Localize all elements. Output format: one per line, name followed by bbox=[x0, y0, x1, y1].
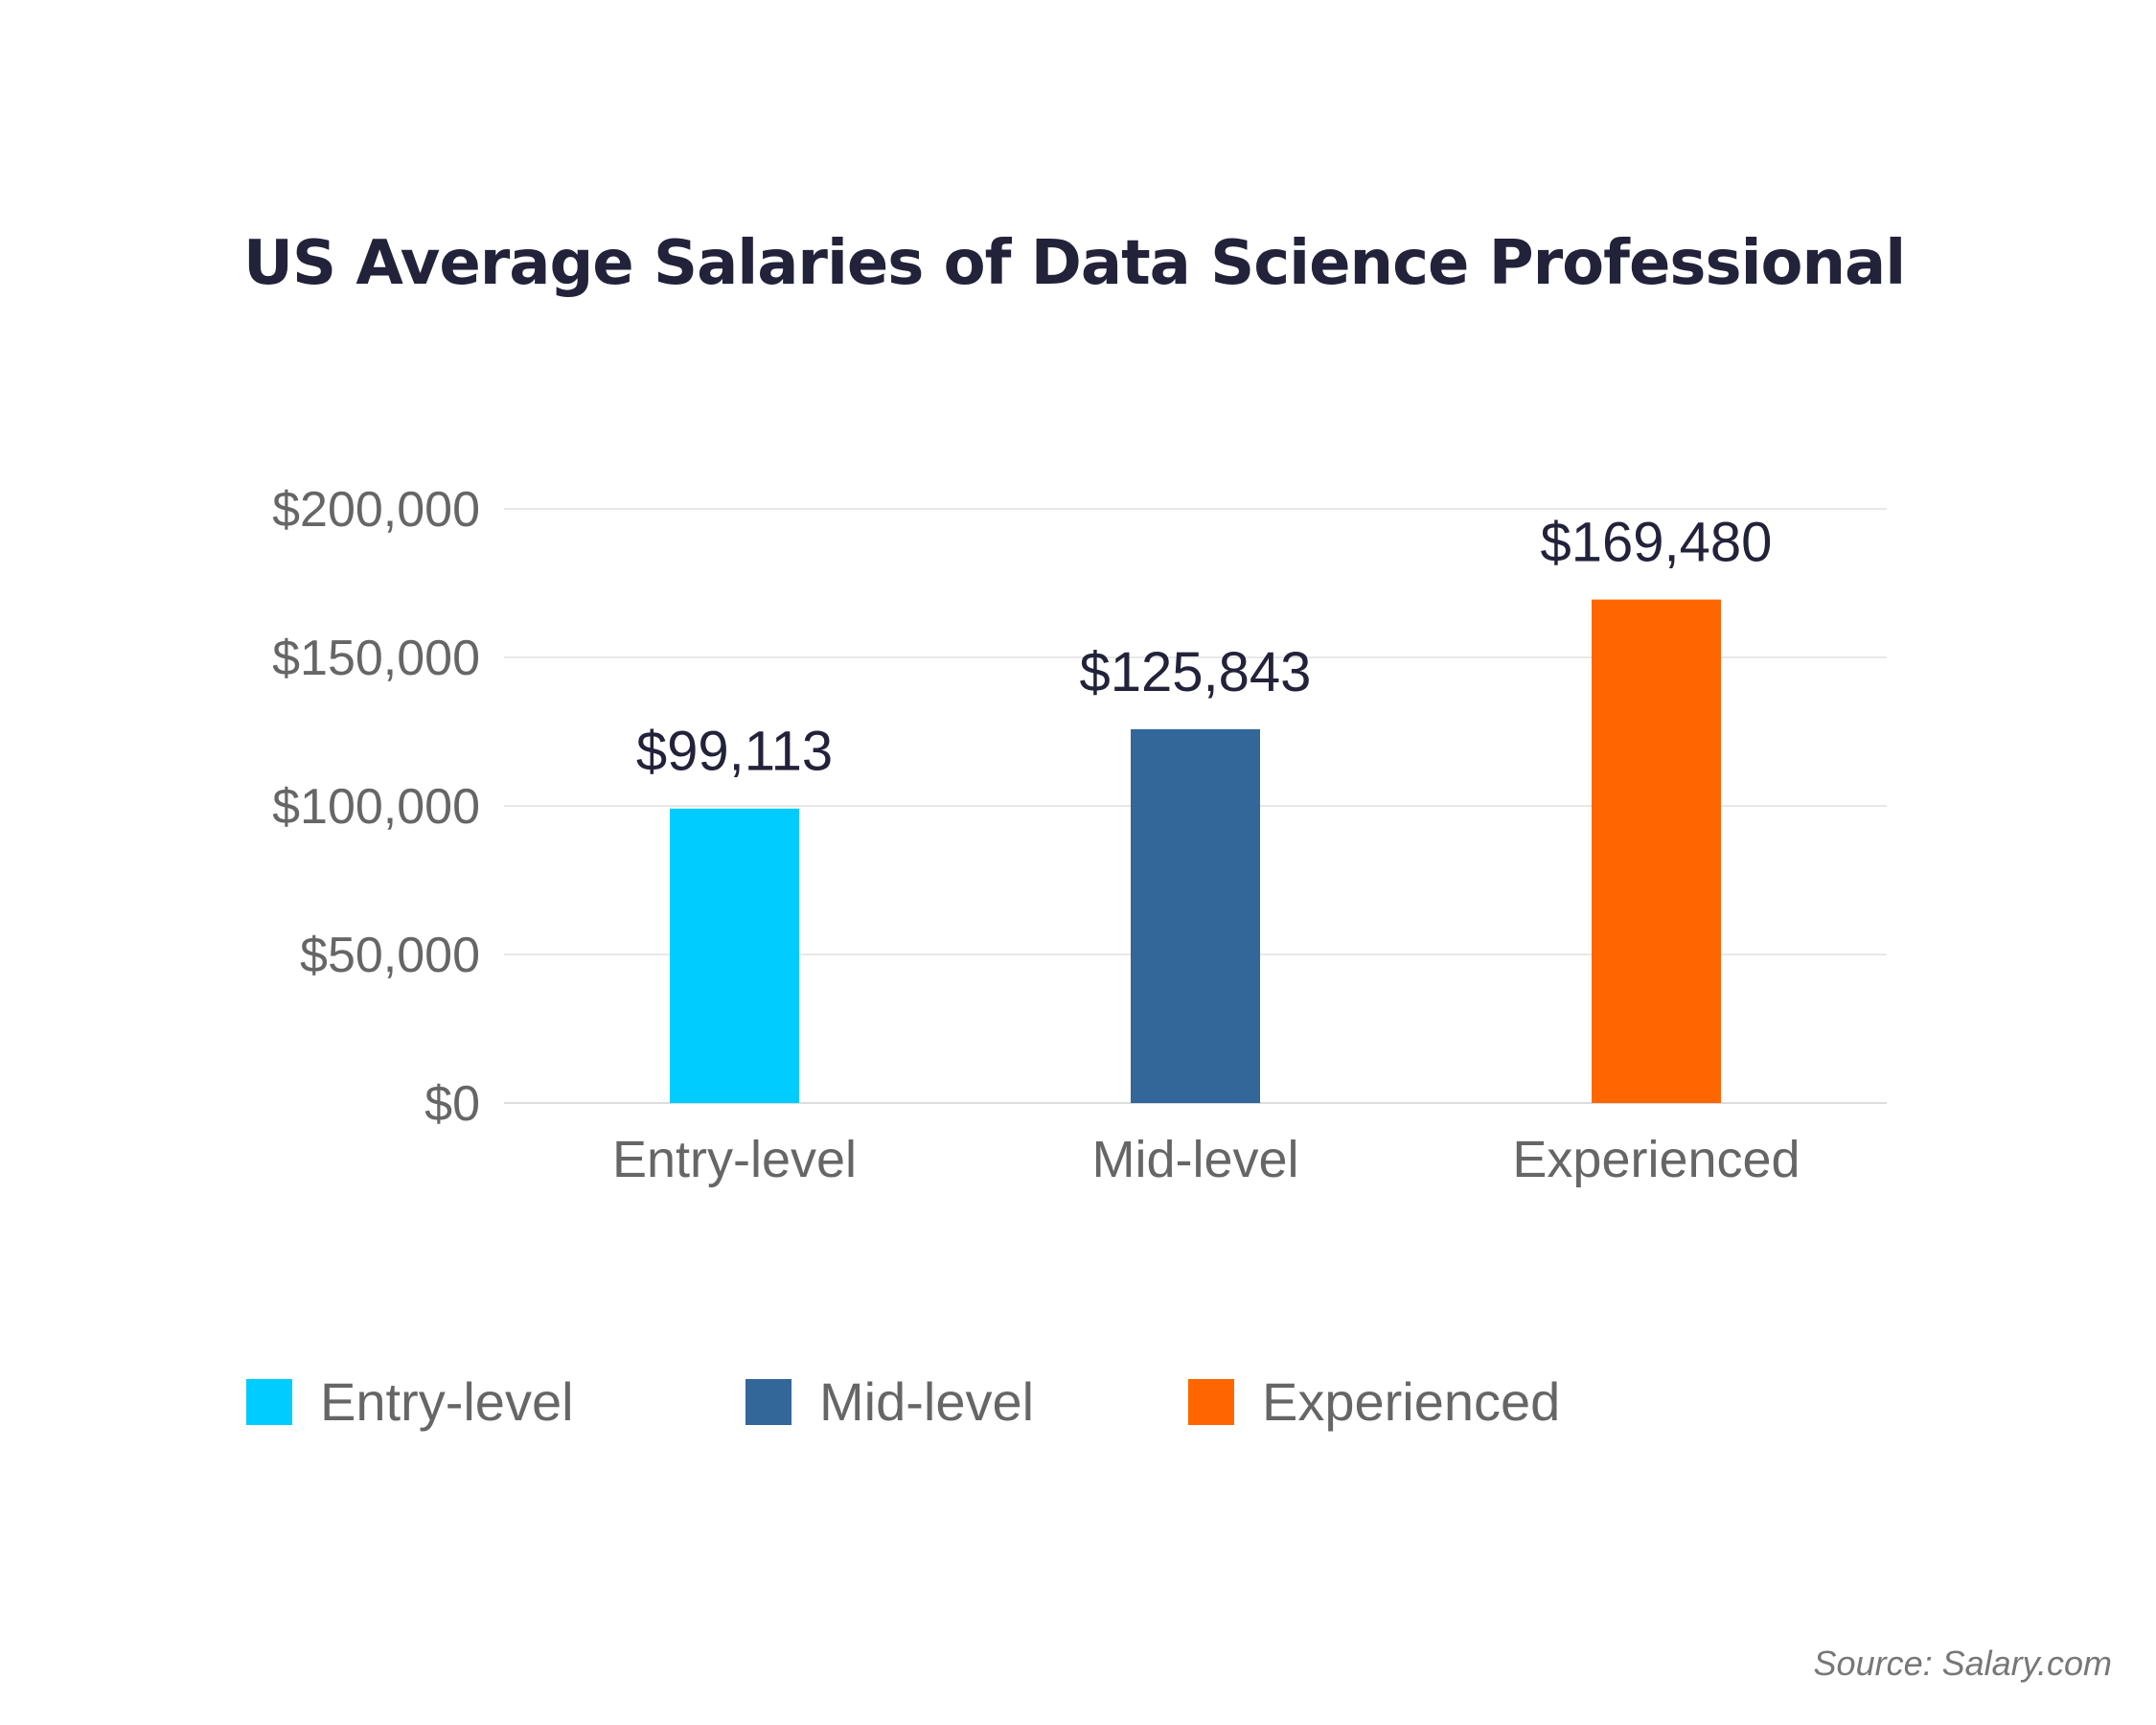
data-label: $99,113 bbox=[636, 721, 833, 783]
bar-experienced bbox=[1592, 599, 1721, 1103]
legend-swatch bbox=[1188, 1378, 1234, 1425]
y-tick-label: $100,000 bbox=[272, 779, 480, 835]
data-label: $169,480 bbox=[1541, 512, 1773, 574]
legend-swatch bbox=[246, 1378, 292, 1425]
bar-mid-level bbox=[1131, 728, 1260, 1103]
data-label: $125,843 bbox=[1080, 641, 1312, 703]
legend-item-entry-level: Entry-level bbox=[246, 1370, 574, 1433]
x-tick-label: Experienced bbox=[1512, 1131, 1800, 1188]
y-tick-label: $0 bbox=[424, 1076, 480, 1132]
legend-label: Experienced bbox=[1262, 1371, 1561, 1432]
legend-item-experienced: Experienced bbox=[1188, 1370, 1560, 1433]
y-tick-label: $200,000 bbox=[272, 482, 480, 538]
x-tick-label: Entry-level bbox=[612, 1131, 857, 1188]
legend-label: Mid-level bbox=[819, 1371, 1035, 1432]
y-tick-label: $150,000 bbox=[272, 631, 480, 686]
bar-entry-level bbox=[670, 808, 799, 1103]
legend-label: Entry-level bbox=[320, 1371, 574, 1432]
x-tick-label: Mid-level bbox=[1091, 1131, 1298, 1188]
y-tick-label: $50,000 bbox=[300, 928, 480, 983]
chart-title: US Average Salaries of Data Science Prof… bbox=[243, 228, 1906, 299]
legend-item-mid-level: Mid-level bbox=[745, 1370, 1034, 1433]
source-note: Source: Salary.com bbox=[1813, 1644, 2112, 1683]
legend-swatch bbox=[745, 1378, 791, 1425]
